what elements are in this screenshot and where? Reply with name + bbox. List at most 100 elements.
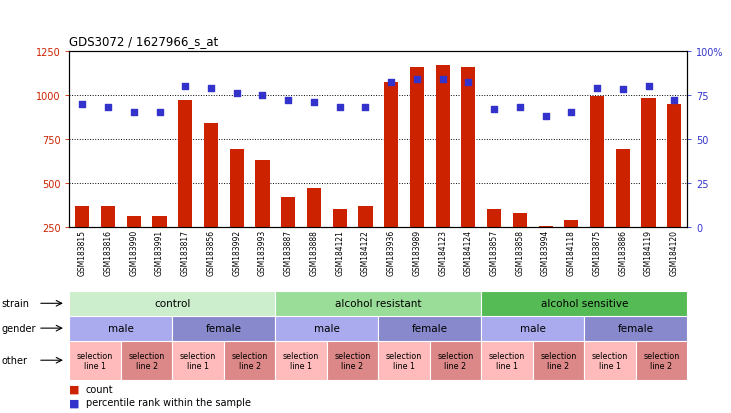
Point <box>566 110 577 116</box>
Bar <box>327 341 379 380</box>
Point <box>205 85 217 92</box>
Text: selection
line 1: selection line 1 <box>592 351 628 370</box>
Text: GSM184123: GSM184123 <box>438 229 447 275</box>
Point <box>102 104 114 111</box>
Bar <box>173 341 224 380</box>
Text: control: control <box>154 299 191 309</box>
Bar <box>430 341 481 380</box>
Bar <box>276 316 379 341</box>
Text: female: female <box>412 323 448 333</box>
Point <box>128 110 140 116</box>
Point <box>643 83 654 90</box>
Point <box>154 110 165 116</box>
Text: GSM183994: GSM183994 <box>541 229 550 275</box>
Bar <box>539 226 553 227</box>
Point <box>488 106 500 113</box>
Bar <box>461 67 475 227</box>
Bar <box>481 341 533 380</box>
Bar <box>69 291 276 316</box>
Text: selection
line 1: selection line 1 <box>489 351 525 370</box>
Text: selection
line 1: selection line 1 <box>283 351 319 370</box>
Bar <box>564 220 578 227</box>
Text: GSM183815: GSM183815 <box>77 229 87 275</box>
Bar <box>230 150 244 227</box>
Text: GSM183857: GSM183857 <box>490 229 499 275</box>
Bar <box>487 210 501 227</box>
Bar <box>276 341 327 380</box>
Bar <box>384 83 398 227</box>
Point <box>257 92 268 99</box>
Bar <box>436 66 450 227</box>
Text: GSM184118: GSM184118 <box>567 229 576 275</box>
Text: GSM183856: GSM183856 <box>206 229 216 275</box>
Bar <box>590 97 604 227</box>
Text: alcohol sensitive: alcohol sensitive <box>540 299 628 309</box>
Bar <box>333 210 346 227</box>
Bar <box>173 316 276 341</box>
Bar <box>616 150 630 227</box>
Point <box>591 85 603 92</box>
Text: GSM183993: GSM183993 <box>258 229 267 275</box>
Bar <box>255 161 270 227</box>
Text: GDS3072 / 1627966_s_at: GDS3072 / 1627966_s_at <box>69 35 219 47</box>
Bar <box>512 213 527 227</box>
Bar <box>584 341 636 380</box>
Bar <box>121 341 173 380</box>
Bar <box>204 123 218 227</box>
Text: GSM183936: GSM183936 <box>387 229 395 275</box>
Bar <box>281 197 295 227</box>
Bar <box>410 67 424 227</box>
Bar <box>307 188 321 227</box>
Text: GSM183991: GSM183991 <box>155 229 164 275</box>
Text: GSM183887: GSM183887 <box>284 229 292 275</box>
Text: selection
line 2: selection line 2 <box>437 351 474 370</box>
Text: GSM184122: GSM184122 <box>361 229 370 275</box>
Bar <box>178 101 192 227</box>
Bar <box>126 217 141 227</box>
Bar <box>379 316 481 341</box>
Text: GSM183858: GSM183858 <box>515 229 524 275</box>
Text: male: male <box>520 323 545 333</box>
Point <box>411 76 423 83</box>
Point <box>308 99 319 106</box>
Bar <box>224 341 276 380</box>
Bar <box>481 291 687 316</box>
Text: selection
line 2: selection line 2 <box>232 351 268 370</box>
Text: female: female <box>206 323 242 333</box>
Text: selection
line 1: selection line 1 <box>386 351 423 370</box>
Text: GSM183989: GSM183989 <box>412 229 421 275</box>
Text: ■: ■ <box>69 384 80 394</box>
Text: selection
line 1: selection line 1 <box>180 351 216 370</box>
Text: selection
line 2: selection line 2 <box>643 351 680 370</box>
Text: other: other <box>1 355 28 366</box>
Point <box>514 104 526 111</box>
Text: GSM183990: GSM183990 <box>129 229 138 275</box>
Text: alcohol resistant: alcohol resistant <box>335 299 422 309</box>
Text: GSM184120: GSM184120 <box>670 229 679 275</box>
Text: gender: gender <box>1 323 36 333</box>
Text: GSM184124: GSM184124 <box>464 229 473 275</box>
Bar <box>642 99 656 227</box>
Text: GSM184121: GSM184121 <box>336 229 344 275</box>
Point <box>282 97 294 104</box>
Text: ■: ■ <box>69 397 80 407</box>
Bar <box>69 341 121 380</box>
Text: GSM184119: GSM184119 <box>644 229 653 275</box>
Bar <box>101 206 115 227</box>
Point <box>617 87 629 94</box>
Text: GSM183888: GSM183888 <box>309 229 319 275</box>
Text: male: male <box>108 323 134 333</box>
Text: GSM183817: GSM183817 <box>181 229 190 275</box>
Point <box>360 104 371 111</box>
Text: female: female <box>618 323 654 333</box>
Bar <box>379 341 430 380</box>
Text: selection
line 2: selection line 2 <box>129 351 164 370</box>
Point <box>334 104 346 111</box>
Text: selection
line 1: selection line 1 <box>77 351 113 370</box>
Point <box>385 80 397 87</box>
Text: percentile rank within the sample: percentile rank within the sample <box>86 397 251 407</box>
Bar <box>667 104 681 227</box>
Point <box>179 83 191 90</box>
Text: GSM183875: GSM183875 <box>593 229 602 275</box>
Text: selection
line 2: selection line 2 <box>540 351 577 370</box>
